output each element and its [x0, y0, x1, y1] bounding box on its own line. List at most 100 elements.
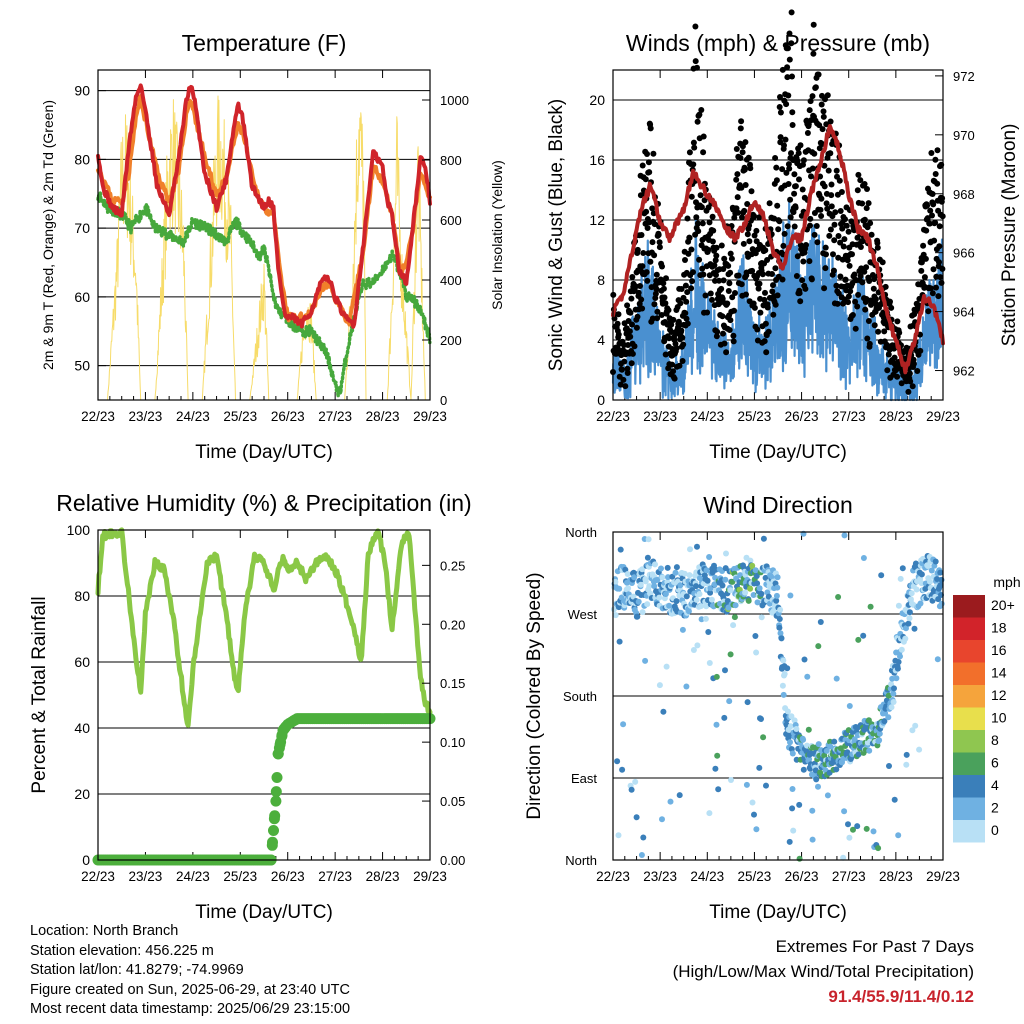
gust-point [682, 257, 688, 263]
direction-point [646, 583, 653, 590]
direction-point [776, 616, 783, 622]
gust-point [691, 144, 698, 151]
gust-point [739, 149, 746, 156]
gust-point [864, 335, 871, 342]
direction-point [644, 554, 651, 561]
gust-point [781, 142, 787, 149]
gust-point [867, 220, 874, 227]
gust-point [680, 341, 687, 348]
temperature-panel: 22/23 23/23 24/23 25/23 26/23 27/23 28/23 29/23… [40, 30, 505, 463]
gust-point [842, 216, 848, 223]
x-tick-label: 24/23 [176, 869, 210, 884]
gust-point [936, 223, 943, 230]
gust-point [698, 204, 705, 211]
gust-point [624, 302, 631, 309]
gust-point [637, 283, 643, 289]
gust-point [769, 288, 776, 295]
gust-point [871, 276, 878, 283]
gust-point [746, 238, 753, 245]
gust-point [727, 250, 734, 257]
gust-point [859, 200, 866, 207]
direction-point [895, 602, 902, 609]
gust-point [857, 272, 864, 279]
gust-point [704, 309, 711, 316]
direction-point [888, 681, 895, 688]
gust-point [808, 173, 814, 180]
gust-point [647, 258, 654, 265]
gust-point [631, 343, 638, 350]
gust-point [809, 165, 816, 172]
gust-point [823, 251, 829, 258]
direction-point [863, 825, 870, 832]
direction-point [895, 832, 902, 839]
y-right-tick-label: 0 [440, 393, 447, 408]
direction-point [687, 546, 693, 553]
plot-frame [97, 529, 431, 861]
x-tick-label: 29/23 [413, 869, 447, 884]
y-tick-label: 80 [74, 588, 90, 604]
direction-point [850, 826, 856, 833]
plot-frame [612, 531, 944, 861]
gust-point [870, 285, 877, 292]
gust-point [787, 214, 794, 221]
direction-point [913, 586, 920, 593]
gust-point [809, 93, 816, 100]
direction-point [835, 594, 842, 600]
direction-point [612, 612, 619, 619]
gust-point [936, 243, 943, 250]
plot-frame [612, 69, 944, 401]
gust-point [852, 298, 859, 305]
y-right-tick-label: 400 [440, 273, 462, 288]
direction-point [698, 616, 705, 623]
direction-point [774, 574, 781, 581]
direction-point [625, 585, 632, 592]
direction-point [906, 615, 913, 622]
direction-point [778, 635, 785, 642]
gust-point [864, 186, 870, 192]
direction-point [656, 682, 663, 689]
gust-point [812, 84, 819, 91]
gust-point [811, 150, 818, 157]
direction-point [787, 723, 794, 730]
gust-point [838, 189, 845, 195]
gust-point [649, 239, 656, 246]
chart-title: Temperature (F) [182, 30, 347, 56]
gust-point [699, 220, 706, 227]
gust-point [711, 262, 718, 269]
gust-point [639, 305, 646, 312]
y-right-tick-label: 0.05 [440, 794, 465, 809]
colorbar-label: 20+ [991, 597, 1015, 613]
direction-point [628, 786, 635, 793]
direction-point [747, 585, 754, 592]
colorbar-swatch [953, 820, 985, 843]
direction-point [765, 593, 772, 600]
direction-point [665, 574, 671, 581]
gust-point [932, 156, 939, 163]
gust-point [770, 311, 777, 318]
gust-point [731, 307, 737, 314]
x-tick-label: 29/23 [413, 409, 447, 424]
x-tick-label: 29/23 [926, 869, 960, 884]
gust-point [792, 204, 799, 211]
colorbar-swatch [953, 775, 985, 798]
gust-point [830, 251, 836, 258]
direction-point [860, 632, 867, 639]
gust-point [654, 315, 661, 322]
gust-point [753, 227, 760, 234]
gust-point [628, 360, 635, 367]
gust-point [803, 242, 809, 248]
direction-point [713, 721, 720, 728]
direction-point [705, 629, 712, 635]
gust-point [700, 133, 707, 140]
gust-point [772, 155, 779, 161]
gust-point [777, 109, 784, 116]
y-tick-label: 90 [74, 83, 90, 99]
gust-point [652, 290, 659, 297]
direction-point [642, 578, 649, 585]
gust-point [743, 291, 749, 298]
gust-point [694, 64, 700, 71]
gust-point [885, 351, 892, 358]
gust-point [836, 177, 843, 184]
gust-point [754, 326, 761, 333]
